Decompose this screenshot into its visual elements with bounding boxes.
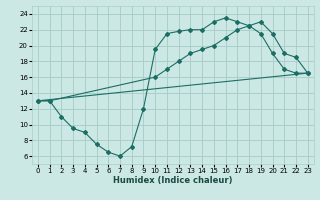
X-axis label: Humidex (Indice chaleur): Humidex (Indice chaleur) [113, 176, 233, 185]
